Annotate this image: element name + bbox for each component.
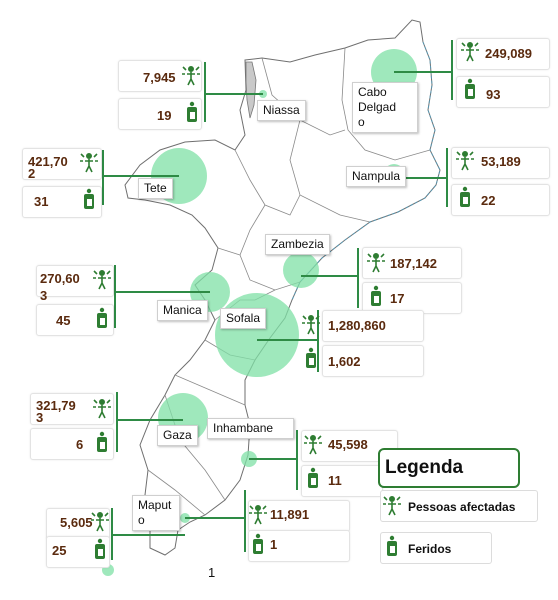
injured-person-icon: [308, 467, 318, 488]
label-manica: Manica: [157, 300, 208, 321]
label-zambezia: Zambezia: [265, 234, 330, 255]
injured-niassa: 19: [157, 108, 172, 123]
bubble-zambezia: [283, 252, 319, 288]
affected-person-icon: [302, 314, 320, 335]
affected-box-maputo-city: [248, 500, 350, 532]
legend-label-injured: Feridos: [408, 542, 452, 556]
affected-person-icon: [249, 504, 267, 525]
affected-inhambane: 45,598: [328, 437, 368, 452]
affected-person-icon: [461, 41, 479, 62]
affected-cabo: 249,089: [485, 46, 532, 61]
affected-person-icon: [383, 495, 401, 516]
injured-box-sofala: [322, 345, 424, 377]
affected-tete: 421,70 2: [28, 154, 68, 181]
affected-sofala: 1,280,860: [328, 318, 386, 333]
injured-person-icon: [371, 285, 381, 306]
injured-box-maputo-city: [248, 530, 350, 562]
legend-label-affected: Pessoas afectadas: [408, 500, 516, 514]
legend-title: Legenda: [385, 457, 464, 478]
injured-person-icon: [187, 101, 197, 122]
affected-gaza: 321,79 3: [36, 398, 76, 425]
injured-maputo: 25: [52, 543, 67, 558]
affected-box-gaza: [30, 393, 114, 425]
legend-title-box: [378, 448, 520, 488]
affected-person-icon: [367, 252, 385, 273]
affected-nampula: 53,189: [481, 154, 521, 169]
affected-box-niassa: [118, 60, 202, 92]
injured-person-icon: [253, 533, 263, 554]
label-tete: Tete: [138, 178, 173, 199]
affected-person-icon: [93, 269, 111, 290]
injured-person-icon: [306, 347, 316, 368]
injured-person-icon: [387, 535, 397, 556]
injured-cabo: 93: [486, 87, 501, 102]
lake-niassa: [245, 61, 257, 119]
injured-tete: 31: [34, 194, 49, 209]
affected-box-zambezia: [362, 247, 462, 279]
affected-person-icon: [456, 150, 474, 171]
affected-maputo-city: 11,891: [270, 507, 310, 522]
affected-manica: 270,60 3: [40, 271, 80, 303]
page-number: 1: [208, 565, 216, 580]
injured-person-icon: [84, 188, 94, 209]
injured-person-icon: [97, 431, 107, 452]
affected-person-icon: [93, 398, 111, 419]
injured-gaza: 6: [76, 437, 84, 452]
label-gaza: Gaza: [157, 425, 198, 446]
injured-person-icon: [465, 78, 475, 99]
affected-niassa: 7,945: [143, 70, 176, 85]
injured-maputo-city: 1: [270, 537, 278, 552]
injured-nampula: 22: [481, 193, 496, 208]
affected-person-icon: [80, 152, 98, 173]
injured-person-icon: [460, 186, 470, 207]
affected-box-nampula: [451, 147, 550, 179]
legend-item-affected: [380, 490, 538, 522]
injured-inhambane: 11: [328, 473, 342, 488]
label-cabo-delgado: Cabo Delgad o: [352, 82, 418, 133]
affected-person-icon: [182, 65, 200, 86]
affected-maputo: 5,605: [60, 515, 93, 530]
affected-box-sofala: [322, 310, 424, 342]
affected-person-icon: [91, 511, 109, 532]
label-inhambane: Inhambane: [207, 418, 294, 439]
injured-person-icon: [97, 307, 107, 328]
injured-manica: 45: [56, 313, 71, 328]
label-niassa: Niassa: [257, 100, 306, 121]
label-nampula: Nampula: [346, 166, 407, 187]
affected-person-icon: [304, 434, 322, 455]
injured-person-icon: [95, 538, 105, 559]
injured-sofala: 1,602: [328, 354, 361, 369]
legend-item-injured: [380, 532, 492, 564]
injured-zambezia: 17: [390, 291, 405, 306]
label-sofala: Sofala: [220, 308, 267, 329]
label-maputo: Maput o: [132, 495, 180, 531]
affected-zambezia: 187,142: [390, 256, 437, 271]
bubble-sofala: [215, 293, 299, 377]
